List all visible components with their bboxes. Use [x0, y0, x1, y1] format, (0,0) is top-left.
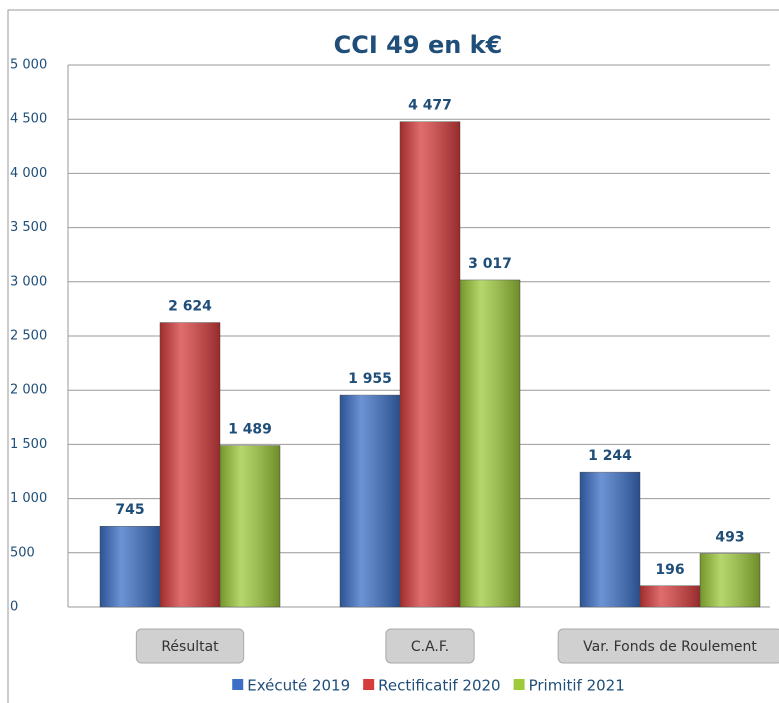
y-tick-label: 4 000 — [10, 166, 47, 181]
y-tick-label: 500 — [10, 545, 35, 560]
category-box — [557, 628, 779, 664]
bar-shade — [580, 472, 640, 607]
value-label: 745 — [115, 502, 144, 518]
legend-label: Exécuté 2019 — [247, 677, 350, 695]
bar-shade — [220, 445, 280, 607]
bar-shade — [100, 526, 160, 607]
x-tick-label: C.A.F. — [411, 639, 449, 655]
bar-shade — [400, 121, 460, 607]
legend-label: Primitif 2021 — [529, 677, 625, 695]
y-tick-label: 2 500 — [10, 329, 47, 344]
legend-swatch — [363, 679, 375, 690]
chart-title: CCI 49 en k€ — [334, 31, 503, 59]
bar-shade — [340, 395, 400, 607]
legend-label: Rectificatif 2020 — [378, 677, 500, 695]
value-label: 1 489 — [228, 422, 272, 438]
legend-swatch — [232, 679, 244, 690]
bar-shade — [700, 553, 760, 607]
y-tick-label: 0 — [10, 600, 18, 615]
value-label: 1 244 — [588, 448, 632, 464]
bar-shade — [460, 279, 520, 607]
bar-shade — [640, 585, 700, 607]
value-label: 1 955 — [348, 371, 392, 387]
y-tick-label: 5 000 — [10, 58, 47, 73]
category-box — [385, 628, 475, 664]
y-tick-label: 1 000 — [10, 491, 47, 506]
value-label: 4 477 — [408, 98, 452, 114]
frame — [7, 9, 779, 703]
value-label: 196 — [655, 562, 684, 578]
y-tick-label: 3 000 — [10, 274, 47, 289]
x-tick-label: Var. Fonds de Roulement — [583, 639, 757, 655]
y-tick-label: 3 500 — [10, 220, 47, 235]
bar-shade — [160, 322, 220, 607]
value-label: 3 017 — [468, 256, 512, 272]
y-tick-label: 4 500 — [10, 112, 47, 127]
value-label: 493 — [715, 530, 744, 546]
x-tick-label: Résultat — [161, 639, 219, 655]
y-tick-label: 1 500 — [10, 437, 47, 452]
category-box — [135, 628, 245, 664]
legend-swatch — [513, 679, 525, 690]
y-tick-label: 2 000 — [10, 383, 47, 398]
value-label: 2 624 — [168, 299, 212, 315]
